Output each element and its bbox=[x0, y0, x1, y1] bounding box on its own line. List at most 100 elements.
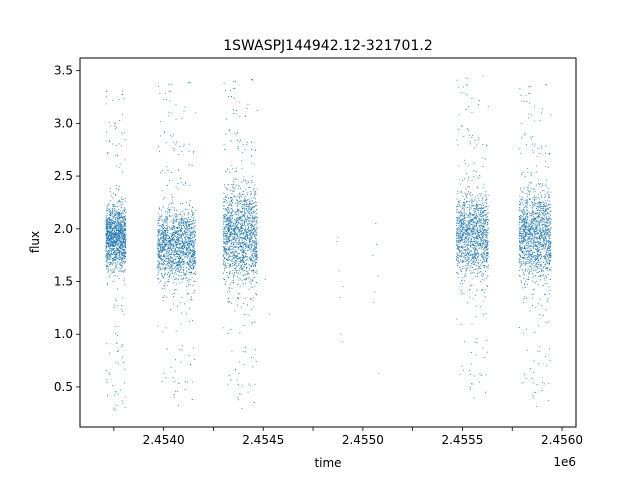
data-point bbox=[458, 233, 460, 235]
data-point bbox=[180, 271, 182, 273]
data-point bbox=[224, 268, 225, 270]
data-point bbox=[190, 242, 192, 244]
data-point bbox=[250, 215, 251, 217]
data-point bbox=[472, 218, 474, 220]
data-point bbox=[159, 225, 161, 227]
data-point bbox=[120, 251, 122, 252]
data-point bbox=[107, 242, 109, 244]
data-point bbox=[192, 223, 194, 225]
data-point bbox=[159, 256, 161, 258]
data-point bbox=[123, 237, 125, 238]
data-point bbox=[243, 237, 245, 239]
data-point bbox=[107, 210, 108, 211]
data-point bbox=[189, 237, 191, 239]
data-point bbox=[456, 240, 458, 242]
data-point bbox=[111, 231, 112, 233]
data-point bbox=[459, 183, 461, 185]
data-point bbox=[177, 242, 179, 244]
data-point bbox=[254, 255, 256, 257]
data-point bbox=[240, 220, 242, 222]
data-point bbox=[247, 206, 249, 208]
data-point bbox=[158, 270, 160, 272]
data-point bbox=[241, 258, 243, 260]
data-point bbox=[244, 201, 246, 202]
data-point bbox=[109, 240, 111, 242]
data-point bbox=[166, 251, 168, 253]
data-point bbox=[481, 257, 483, 259]
data-point bbox=[187, 232, 189, 234]
data-point bbox=[169, 250, 171, 252]
data-point bbox=[227, 253, 229, 255]
data-point bbox=[239, 201, 241, 202]
data-point bbox=[165, 244, 167, 246]
data-point bbox=[173, 259, 175, 261]
data-point bbox=[229, 284, 231, 286]
data-point bbox=[232, 183, 234, 185]
data-point bbox=[233, 257, 235, 259]
data-point bbox=[256, 229, 258, 231]
data-point bbox=[224, 246, 226, 247]
data-point bbox=[119, 389, 121, 391]
data-point bbox=[124, 243, 126, 245]
data-point bbox=[115, 227, 117, 229]
data-point bbox=[241, 225, 242, 227]
data-point bbox=[238, 373, 240, 375]
data-point bbox=[171, 233, 173, 235]
data-point bbox=[244, 237, 246, 239]
data-point bbox=[118, 218, 119, 220]
data-point bbox=[109, 237, 111, 239]
data-point bbox=[159, 246, 161, 248]
data-point bbox=[238, 246, 239, 248]
data-point bbox=[111, 248, 113, 250]
data-point bbox=[242, 204, 244, 206]
data-point bbox=[184, 237, 186, 239]
data-point bbox=[243, 364, 245, 365]
data-point bbox=[178, 221, 180, 223]
data-point bbox=[172, 245, 174, 247]
data-point bbox=[159, 245, 160, 247]
data-point bbox=[241, 279, 243, 281]
data-point bbox=[119, 241, 121, 243]
data-point bbox=[239, 192, 241, 194]
data-point bbox=[177, 223, 179, 225]
data-point bbox=[256, 220, 257, 222]
data-point bbox=[249, 233, 251, 235]
data-point bbox=[246, 237, 248, 238]
data-point bbox=[177, 305, 178, 307]
data-point bbox=[116, 224, 118, 226]
data-point bbox=[235, 257, 237, 259]
data-point bbox=[117, 249, 119, 251]
data-point bbox=[251, 207, 253, 209]
data-point bbox=[162, 296, 164, 298]
data-point bbox=[173, 246, 175, 248]
data-point bbox=[182, 240, 183, 242]
data-point bbox=[250, 234, 252, 236]
data-point bbox=[122, 237, 124, 239]
data-point bbox=[167, 266, 169, 268]
data-point bbox=[178, 275, 179, 277]
data-point bbox=[180, 323, 182, 325]
data-point bbox=[250, 259, 251, 261]
data-point bbox=[173, 150, 175, 151]
data-point bbox=[124, 368, 126, 370]
data-point bbox=[158, 231, 160, 233]
data-point bbox=[107, 246, 109, 248]
data-point bbox=[242, 221, 244, 223]
data-point bbox=[119, 236, 121, 238]
data-point bbox=[178, 258, 180, 259]
data-point bbox=[115, 236, 117, 238]
data-point bbox=[241, 246, 243, 248]
data-point bbox=[243, 251, 244, 253]
data-point bbox=[256, 208, 258, 210]
data-point bbox=[124, 229, 126, 231]
data-point bbox=[243, 191, 244, 193]
data-point bbox=[252, 270, 253, 272]
data-point bbox=[115, 127, 117, 129]
data-point bbox=[120, 222, 122, 224]
data-point bbox=[189, 225, 191, 226]
data-point bbox=[251, 251, 253, 253]
data-point bbox=[187, 278, 189, 280]
data-point bbox=[174, 266, 176, 268]
data-point bbox=[473, 147, 475, 149]
data-point bbox=[169, 274, 171, 276]
